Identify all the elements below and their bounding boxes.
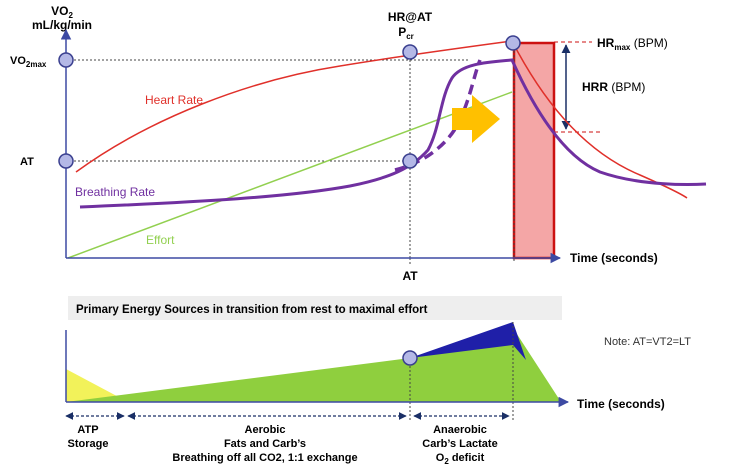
phase-anaerobic-label-3: O2 deficit xyxy=(436,452,485,466)
breathing-rate-label: Breathing Rate xyxy=(75,185,155,199)
heart-rate-label: Heart Rate xyxy=(145,93,203,107)
shift-arrow-icon xyxy=(452,95,500,143)
phase-aerobic-label-3: Breathing off all CO2, 1:1 exchange xyxy=(172,452,357,464)
breathing-at-marker xyxy=(402,153,418,169)
at-marker xyxy=(58,153,74,169)
bottom-chart: Primary Energy Sources in transition fro… xyxy=(65,296,691,466)
hrmax-label: HRmax (BPM) xyxy=(597,36,668,52)
energy-title-banner xyxy=(68,296,562,320)
phase-anaerobic-label-2: Carb’s Lactate xyxy=(422,438,497,450)
guide-lines xyxy=(66,43,515,265)
markers xyxy=(58,35,521,169)
anaerobic-area xyxy=(410,322,526,360)
pcr-label: Pcr xyxy=(398,25,414,41)
heart-rate-line xyxy=(75,40,688,199)
note-label: Note: AT=VT2=LT xyxy=(604,336,691,348)
hrr-label: HRR (BPM) xyxy=(582,80,645,94)
at-y-label: AT xyxy=(20,156,34,168)
y-axis-label: VO2 xyxy=(51,4,73,20)
phase-anaerobic-label: Anaerobic xyxy=(433,424,487,436)
effort-label: Effort xyxy=(146,233,175,247)
phase-atp-label: ATP xyxy=(77,424,98,436)
x-at-label: AT xyxy=(402,269,418,283)
y-axis-unit: mL/kg/min xyxy=(32,18,92,32)
vo2max-marker xyxy=(58,52,74,68)
phase-aerobic-label-2: Fats and Carb’s xyxy=(224,438,306,450)
vo2max-label: VO2max xyxy=(10,55,47,69)
phase-atp-label-2: Storage xyxy=(68,438,109,450)
energy-at-marker xyxy=(402,350,418,366)
bottom-guides xyxy=(409,322,514,420)
hr-at-label: HR@AT xyxy=(388,10,433,24)
pcr-marker xyxy=(402,44,418,60)
hrmax-marker xyxy=(505,35,521,51)
breathing-rate-line xyxy=(79,58,707,209)
aerobic-area xyxy=(66,328,561,402)
effort-line xyxy=(67,91,513,259)
top-x-axis-label: Time (seconds) xyxy=(570,251,658,265)
energy-title: Primary Energy Sources in transition fro… xyxy=(76,304,428,316)
phase-aerobic-label: Aerobic xyxy=(245,424,286,436)
atp-area xyxy=(66,369,128,402)
top-chart: VO2 mL/kg/min xyxy=(10,4,707,283)
bottom-x-axis-label: Time (seconds) xyxy=(577,397,665,411)
